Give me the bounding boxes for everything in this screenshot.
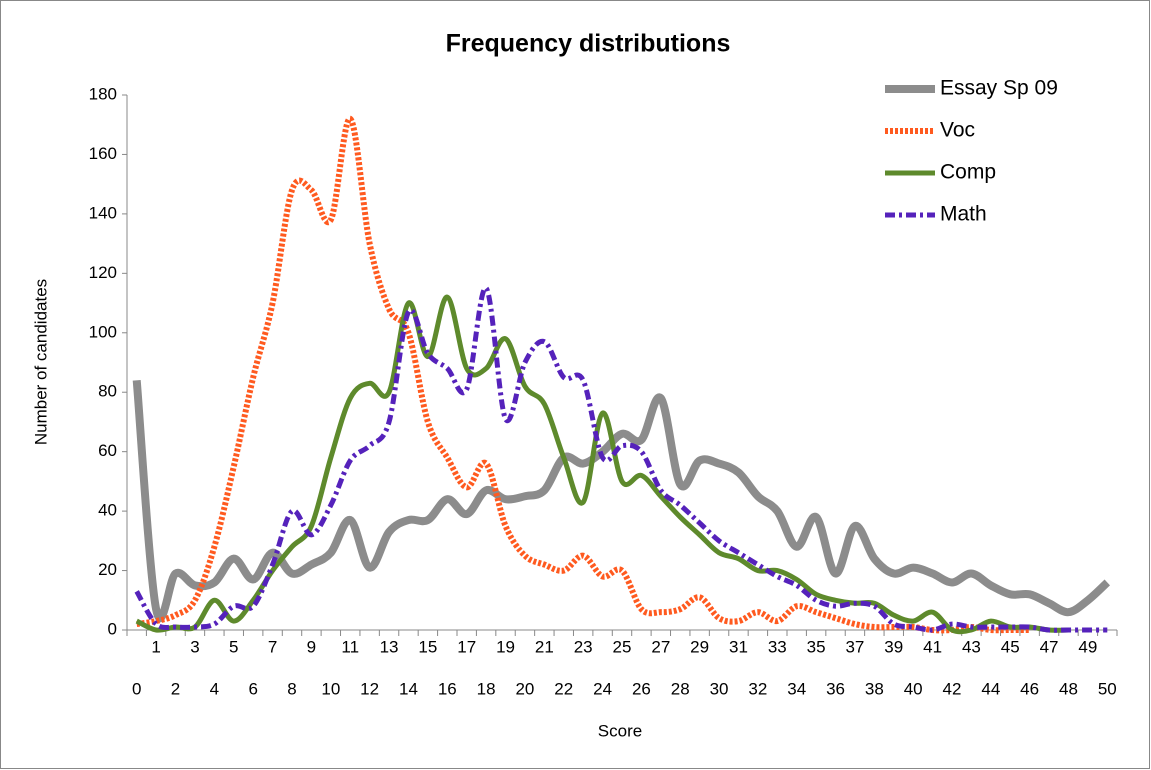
- chart-title: Frequency distributions: [446, 30, 731, 58]
- y-tick-label: 0: [108, 619, 117, 638]
- y-axis-label: Number of candidates: [31, 279, 50, 445]
- x-tick-label: 44: [981, 679, 1000, 698]
- x-tick-label: 26: [632, 679, 651, 698]
- x-tick-label: 22: [554, 679, 573, 698]
- x-tick-label: 1: [151, 637, 160, 656]
- x-tick-label: 12: [360, 679, 379, 698]
- x-tick-label: 49: [1078, 637, 1097, 656]
- y-tick-label: 140: [89, 203, 117, 222]
- x-tick-label: 50: [1098, 679, 1117, 698]
- x-tick-label: 41: [923, 637, 942, 656]
- legend-label: Math: [940, 203, 987, 226]
- y-tick-label: 180: [89, 84, 117, 103]
- x-tick-label: 11: [341, 637, 359, 656]
- x-tick-label: 19: [496, 637, 515, 656]
- x-tick-label: 31: [729, 637, 748, 656]
- y-tick-label: 80: [98, 382, 117, 401]
- x-tick-label: 24: [593, 679, 612, 698]
- x-tick-label: 20: [515, 679, 534, 698]
- x-tick-label: 42: [943, 679, 962, 698]
- x-tick-label: 16: [438, 679, 457, 698]
- y-tick-label: 60: [98, 441, 117, 460]
- x-tick-label: 27: [651, 637, 670, 656]
- x-tick-label: 33: [768, 637, 787, 656]
- x-axis-label: Score: [598, 721, 642, 740]
- y-tick-label: 20: [98, 560, 117, 579]
- x-tick-label: 3: [190, 637, 199, 656]
- series-line: [135, 294, 1069, 635]
- x-tick-label: 25: [613, 637, 632, 656]
- x-tick-label: 29: [690, 637, 709, 656]
- x-tick-label: 13: [380, 637, 399, 656]
- x-tick-label: 38: [865, 679, 884, 698]
- x-tick-label: 17: [457, 637, 476, 656]
- x-tick-label: 36: [826, 679, 845, 698]
- y-tick-label: 40: [98, 501, 117, 520]
- x-tick-label: 8: [287, 679, 296, 698]
- x-tick-label: 46: [1020, 679, 1039, 698]
- x-tick-label: 9: [307, 637, 316, 656]
- x-tick-label: 47: [1040, 637, 1059, 656]
- x-tick-label: 40: [904, 679, 923, 698]
- x-tick-label: 35: [807, 637, 826, 656]
- x-tick-label: 5: [229, 637, 238, 656]
- x-tick-label: 14: [399, 679, 418, 698]
- x-tick-label: 43: [962, 637, 981, 656]
- x-tick-label: 48: [1059, 679, 1078, 698]
- y-tick-label: 120: [89, 263, 117, 282]
- series-line: [136, 115, 1030, 634]
- x-tick-label: 21: [535, 637, 554, 656]
- x-tick-label: 15: [418, 637, 437, 656]
- x-tick-label: 32: [748, 679, 767, 698]
- x-tick-label: 18: [477, 679, 496, 698]
- x-tick-label: 0: [132, 679, 141, 698]
- y-tick-label: 160: [89, 144, 117, 163]
- x-tick-label: 30: [710, 679, 729, 698]
- x-tick-label: 34: [787, 679, 806, 698]
- x-tick-label: 10: [321, 679, 340, 698]
- x-tick-label: 7: [268, 637, 277, 656]
- x-tick-label: 39: [884, 637, 903, 656]
- x-tick-label: 2: [171, 679, 180, 698]
- series-line: [134, 285, 1108, 633]
- x-tick-label: 37: [845, 637, 864, 656]
- legend-label: Comp: [940, 161, 996, 184]
- x-tick-label: 6: [248, 679, 257, 698]
- x-tick-label: 45: [1001, 637, 1020, 656]
- x-tick-label: 28: [671, 679, 690, 698]
- legend-label: Voc: [940, 119, 975, 142]
- y-tick-label: 100: [89, 322, 117, 341]
- legend-label: Essay Sp 09: [940, 77, 1058, 100]
- x-tick-label: 23: [574, 637, 593, 656]
- x-tick-label: 4: [210, 679, 219, 698]
